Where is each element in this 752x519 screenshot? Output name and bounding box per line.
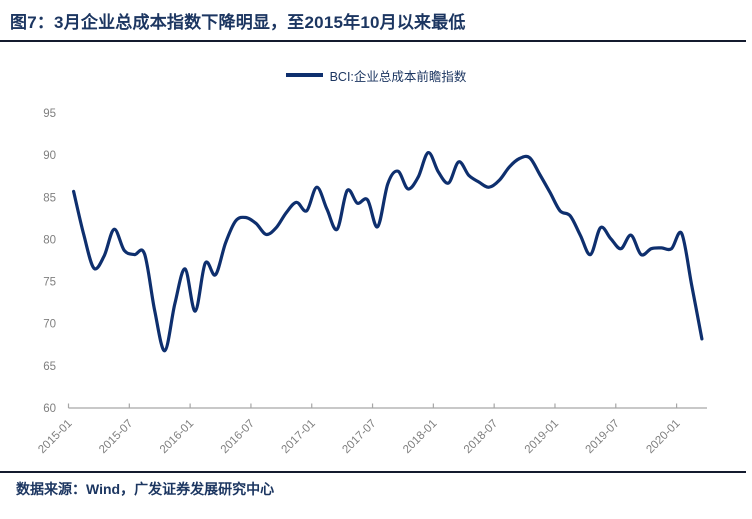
y-axis-label: 80 (43, 234, 56, 246)
chart-legend: BCI:企业总成本前瞻指数 (0, 66, 752, 84)
chart-line-bci (72, 151, 704, 353)
x-axis-label: 2019-01 (523, 418, 561, 456)
footer-rule (0, 471, 746, 473)
x-axis-label: 2020-01 (644, 418, 682, 456)
figure-title: 图7：3月企业总成本指数下降明显，至2015年10月以来最低 (10, 13, 466, 32)
x-axis-label: 2018-07 (462, 418, 500, 456)
y-axis-label: 60 (43, 403, 56, 415)
x-axis-label: 2015-01 (36, 418, 74, 456)
x-axis-label: 2019-07 (584, 418, 622, 456)
y-axis-label: 90 (43, 150, 56, 162)
y-axis-label: 70 (43, 319, 56, 331)
x-axis-label: 2016-01 (158, 418, 196, 456)
y-axis-label: 65 (43, 361, 56, 373)
title-rule (0, 40, 746, 42)
x-axis-label: 2017-07 (340, 418, 378, 456)
x-axis-label: 2016-07 (219, 418, 257, 456)
x-axis-label: 2018-01 (401, 418, 439, 456)
data-source: 数据来源：Wind，广发证券发展研究中心 (16, 481, 275, 497)
x-axis-label: 2017-01 (280, 418, 318, 456)
legend-line-swatch (285, 73, 323, 77)
y-axis-label: 85 (43, 192, 56, 204)
x-axis-label: 2015-07 (97, 418, 135, 456)
y-axis-label: 95 (43, 108, 56, 120)
legend-label: BCI:企业总成本前瞻指数 (329, 69, 467, 84)
y-axis-label: 75 (43, 277, 56, 289)
